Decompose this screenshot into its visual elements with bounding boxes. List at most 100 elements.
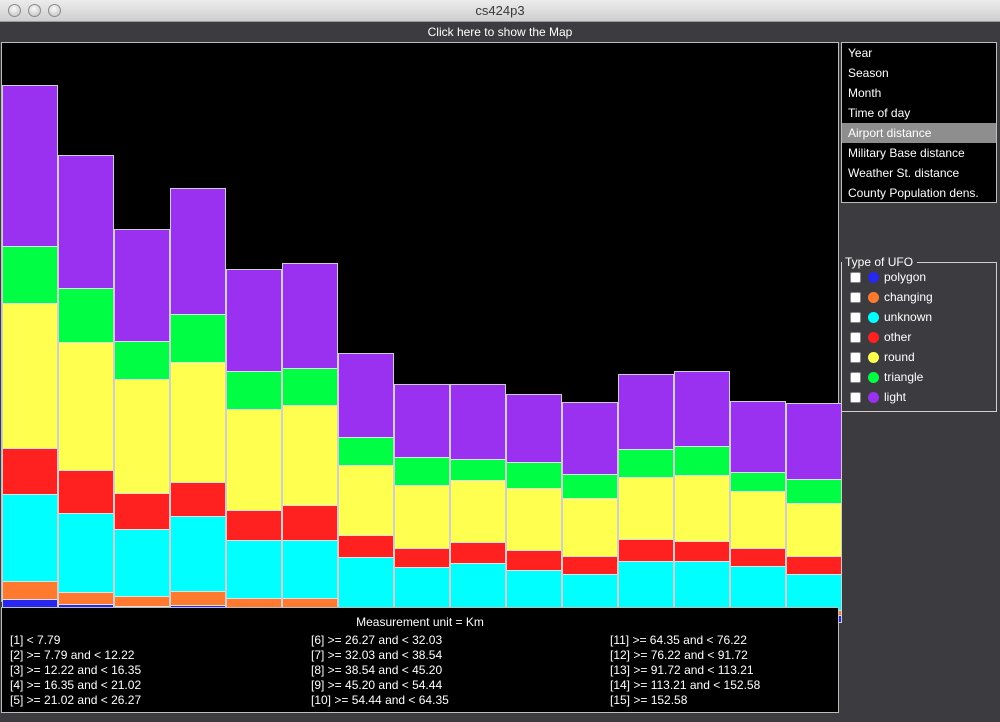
menu-item-military-base-distance[interactable]: Military Base distance bbox=[842, 143, 996, 163]
bar-segment-other-3 bbox=[114, 493, 169, 529]
bar-segment-other-8 bbox=[394, 548, 449, 567]
bar-segment-triangle-7 bbox=[338, 437, 393, 465]
bar-segment-round-9 bbox=[450, 480, 505, 542]
bar-segment-triangle-2 bbox=[58, 288, 113, 342]
bar-segment-unknown-8 bbox=[394, 567, 449, 609]
range-label-4: [4] >= 16.35 and < 21.02 bbox=[10, 678, 141, 692]
bar-segment-light-12 bbox=[618, 374, 673, 449]
bar-segment-other-5 bbox=[226, 510, 281, 540]
bar-segment-unknown-5 bbox=[226, 540, 281, 598]
legend-item-light: light bbox=[850, 388, 990, 408]
legend-label: changing bbox=[884, 290, 933, 304]
bar-segment-other-14 bbox=[730, 548, 785, 566]
bar-segment-other-2 bbox=[58, 470, 113, 513]
legend-checkbox-changing[interactable] bbox=[850, 292, 861, 303]
range-label-10: [10] >= 54.44 and < 64.35 bbox=[311, 693, 449, 707]
bar-segment-other-10 bbox=[506, 550, 561, 570]
range-label-3: [3] >= 12.22 and < 16.35 bbox=[10, 663, 141, 677]
bar-segment-unknown-6 bbox=[282, 540, 337, 598]
bar-segment-triangle-4 bbox=[170, 314, 225, 362]
legend-item-unknown: unknown bbox=[850, 308, 990, 328]
legend-title: Type of UFO bbox=[842, 255, 917, 269]
menu-item-county-population-dens[interactable]: County Population dens. bbox=[842, 183, 996, 203]
range-label-9: [9] >= 45.20 and < 54.44 bbox=[311, 678, 442, 692]
window-titlebar: cs424p3 bbox=[0, 0, 1000, 22]
bar-segment-triangle-9 bbox=[450, 459, 505, 480]
legend-checkbox-polygon[interactable] bbox=[850, 272, 861, 283]
legend-color-dot bbox=[868, 372, 879, 383]
bar-segment-unknown-4 bbox=[170, 516, 225, 591]
bar-segment-light-4 bbox=[170, 188, 225, 314]
legend-item-round: round bbox=[850, 348, 990, 368]
legend-checkbox-unknown[interactable] bbox=[850, 312, 861, 323]
bar-segment-round-7 bbox=[338, 465, 393, 535]
bar-segment-triangle-5 bbox=[226, 371, 281, 409]
range-label-1: [1] < 7.79 bbox=[10, 633, 60, 647]
bar-segment-light-10 bbox=[506, 394, 561, 462]
bar-segment-triangle-13 bbox=[674, 446, 729, 475]
legend-item-other: other bbox=[850, 328, 990, 348]
bar-segment-triangle-15 bbox=[786, 479, 841, 503]
bar-segment-light-1 bbox=[2, 85, 57, 246]
bar-segment-changing-3 bbox=[114, 596, 169, 606]
legend-color-dot bbox=[868, 332, 879, 343]
range-label-5: [5] >= 21.02 and < 26.27 bbox=[10, 693, 141, 707]
legend-checkbox-other[interactable] bbox=[850, 332, 861, 343]
menu-item-season[interactable]: Season bbox=[842, 63, 996, 83]
legend-color-dot bbox=[868, 352, 879, 363]
range-label-15: [15] >= 152.58 bbox=[610, 693, 687, 707]
bar-segment-unknown-15 bbox=[786, 574, 841, 610]
bar-segment-light-2 bbox=[58, 155, 113, 288]
legend-label: round bbox=[884, 350, 915, 364]
range-label-12: [12] >= 76.22 and < 91.72 bbox=[610, 648, 748, 662]
bar-segment-light-7 bbox=[338, 353, 393, 437]
bar-segment-round-6 bbox=[282, 405, 337, 505]
bar-segment-round-14 bbox=[730, 491, 785, 548]
legend-label: unknown bbox=[884, 310, 932, 324]
menu-item-airport-distance[interactable]: Airport distance bbox=[842, 123, 996, 143]
bar-segment-other-7 bbox=[338, 535, 393, 557]
bar-segment-changing-2 bbox=[58, 592, 113, 604]
legend-checkbox-round[interactable] bbox=[850, 352, 861, 363]
range-label-13: [13] >= 91.72 and < 113.21 bbox=[610, 663, 754, 677]
bar-segment-round-1 bbox=[2, 303, 57, 448]
bar-segment-unknown-14 bbox=[730, 566, 785, 608]
bar-segment-light-15 bbox=[786, 403, 841, 479]
bar-segment-unknown-1 bbox=[2, 494, 57, 581]
bar-segment-other-4 bbox=[170, 482, 225, 516]
bar-segment-other-11 bbox=[562, 556, 617, 574]
range-label-11: [11] >= 64.35 and < 76.22 bbox=[610, 633, 747, 647]
bar-segment-changing-5 bbox=[226, 598, 281, 607]
legend-label: light bbox=[884, 390, 906, 404]
legend-color-dot bbox=[868, 392, 879, 403]
range-label-2: [2] >= 7.79 and < 12.22 bbox=[10, 648, 134, 662]
bar-segment-round-4 bbox=[170, 362, 225, 482]
bar-segment-light-13 bbox=[674, 371, 729, 446]
bar-segment-triangle-1 bbox=[2, 246, 57, 303]
bar-segment-triangle-10 bbox=[506, 462, 561, 488]
bar-segment-triangle-3 bbox=[114, 341, 169, 379]
bar-segment-light-3 bbox=[114, 229, 169, 341]
bar-segment-unknown-7 bbox=[338, 557, 393, 607]
bar-segment-light-9 bbox=[450, 384, 505, 459]
bar-segment-round-10 bbox=[506, 488, 561, 550]
menu-item-time-of-day[interactable]: Time of day bbox=[842, 103, 996, 123]
bar-segment-round-11 bbox=[562, 498, 617, 556]
legend-checkbox-triangle[interactable] bbox=[850, 372, 861, 383]
bar-segment-light-5 bbox=[226, 269, 281, 371]
legend-label: polygon bbox=[884, 270, 926, 284]
bar-segment-unknown-11 bbox=[562, 574, 617, 609]
bar-segment-round-12 bbox=[618, 477, 673, 539]
menu-item-month[interactable]: Month bbox=[842, 83, 996, 103]
menu-item-weather-st-distance[interactable]: Weather St. distance bbox=[842, 163, 996, 183]
attribute-menu: Year Season Month Time of day Airport distan… bbox=[841, 42, 997, 203]
legend-checkbox-light[interactable] bbox=[850, 392, 861, 403]
stacked-bar-chart: 123456789101112131415 bbox=[1, 42, 839, 602]
legend-color-dot bbox=[868, 292, 879, 303]
menu-item-year[interactable]: Year bbox=[842, 43, 996, 63]
bar-segment-triangle-12 bbox=[618, 449, 673, 477]
legend-item-polygon: polygon bbox=[850, 268, 990, 288]
show-map-button[interactable]: Click here to show the Map bbox=[0, 23, 1000, 41]
bar-segment-light-14 bbox=[730, 401, 785, 472]
range-label-6: [6] >= 26.27 and < 32.03 bbox=[311, 633, 442, 647]
